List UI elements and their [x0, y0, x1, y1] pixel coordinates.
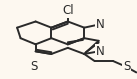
Text: Cl: Cl — [62, 5, 74, 17]
Text: N: N — [96, 18, 105, 31]
Text: S: S — [30, 60, 37, 73]
Text: S: S — [123, 60, 130, 73]
Text: N: N — [96, 45, 105, 58]
